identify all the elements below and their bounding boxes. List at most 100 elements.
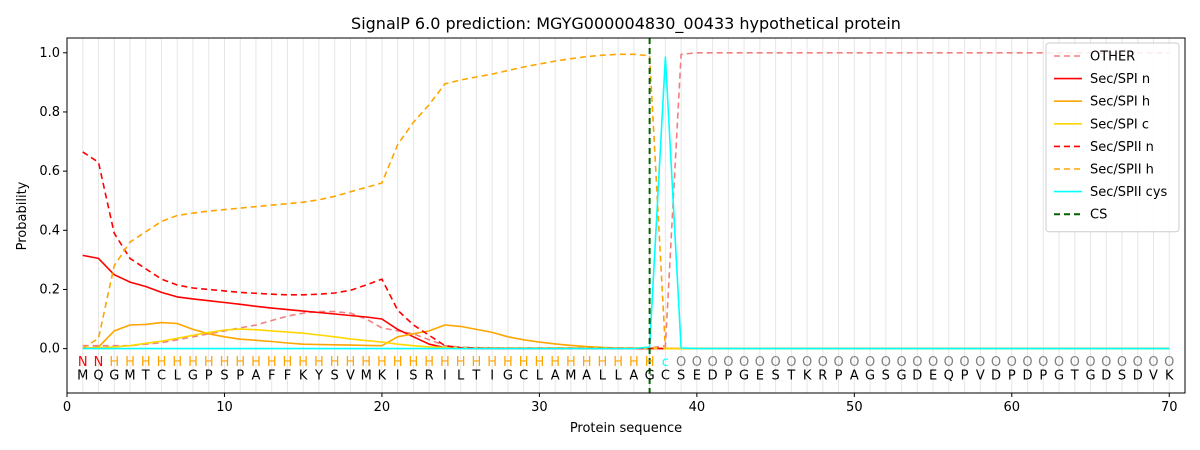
legend-frame	[1045, 42, 1180, 233]
x-tick-label: 30	[531, 400, 548, 415]
region-label: H	[125, 355, 135, 370]
x-tick-label: 50	[846, 400, 863, 415]
region-label: H	[566, 355, 576, 370]
sequence-residue: M	[77, 369, 88, 384]
sequence-residue: P	[1039, 369, 1047, 384]
region-label: H	[613, 355, 623, 370]
y-tick-label: 0.4	[39, 223, 60, 238]
sequence-residue: L	[599, 369, 607, 384]
legend-label: Sec/SPI h	[1090, 95, 1150, 110]
region-label: H	[535, 355, 545, 370]
sequence-residue: D	[1023, 369, 1033, 384]
x-tick-label: 10	[216, 400, 233, 415]
region-label: H	[472, 355, 482, 370]
sequence-residue: D	[912, 369, 922, 384]
region-label: O	[818, 355, 828, 370]
sequence-residue: P	[835, 369, 843, 384]
region-label: H	[582, 355, 592, 370]
sequence-residue: R	[425, 369, 434, 384]
sequence-residue: A	[582, 369, 591, 384]
region-label: H	[235, 355, 245, 370]
region-label: O	[928, 355, 938, 370]
sequence-residue: F	[268, 369, 275, 384]
region-label: O	[1117, 355, 1127, 370]
sequence-residue: E	[929, 369, 937, 384]
legend-label: Sec/SPII h	[1090, 163, 1154, 178]
sequence-residue: Y	[314, 369, 323, 384]
region-label: O	[723, 355, 733, 370]
sequence-residue: G	[188, 369, 198, 384]
region-label: O	[802, 355, 812, 370]
sequence-residue: T	[786, 369, 795, 384]
region-label: O	[676, 355, 686, 370]
region-label: H	[519, 355, 529, 370]
sequence-residue: D	[708, 369, 718, 384]
sequence-residue: M	[361, 369, 372, 384]
sequence-residue: C	[519, 369, 528, 384]
x-axis-label: Protein sequence	[570, 421, 682, 436]
region-label: O	[1054, 355, 1064, 370]
sequence-residue: P	[961, 369, 969, 384]
region-label: H	[283, 355, 293, 370]
sequence-residue: D	[1133, 369, 1143, 384]
series-line-other	[82, 51, 1170, 349]
region-label: O	[991, 355, 1001, 370]
region-label: O	[1007, 355, 1017, 370]
sequence-residue: E	[693, 369, 701, 384]
region-label: O	[1070, 355, 1080, 370]
series-line-sec-spii-n	[82, 151, 666, 350]
region-label: H	[172, 355, 182, 370]
sequence-annotation: MNQNGHMHTHCHLHGHPHSHPHAHFHFHKHYHSHVHMHKH…	[77, 355, 1174, 384]
region-label: H	[298, 355, 308, 370]
sequence-residue: I	[443, 369, 447, 384]
sequence-residue: F	[284, 369, 291, 384]
sequence-residue: S	[1118, 369, 1126, 384]
region-label: O	[739, 355, 749, 370]
region-label: O	[1101, 355, 1111, 370]
sequence-residue: A	[629, 369, 638, 384]
chart-title: SignalP 6.0 prediction: MGYG000004830_00…	[351, 14, 901, 34]
region-label: H	[503, 355, 513, 370]
sequence-residue: G	[897, 369, 907, 384]
region-label: O	[1164, 355, 1174, 370]
sequence-residue: G	[1054, 369, 1064, 384]
x-tick-label: 60	[1004, 400, 1021, 415]
region-label: O	[1148, 355, 1158, 370]
x-tick-label: 70	[1161, 400, 1178, 415]
sequence-residue: C	[661, 369, 670, 384]
region-label: O	[881, 355, 891, 370]
region-label: O	[755, 355, 765, 370]
sequence-residue: K	[1165, 369, 1174, 384]
legend: OTHER Sec/SPI n Sec/SPI h Sec/SPI c Sec/SPII…	[1045, 42, 1180, 233]
series-line-sec-spii-h	[82, 53, 667, 350]
sequence-residue: G	[645, 369, 655, 384]
sequence-residue: L	[536, 369, 544, 384]
sequence-residue: S	[220, 369, 228, 384]
sequence-residue: G	[865, 369, 875, 384]
region-label: H	[346, 355, 356, 370]
sequence-residue: T	[141, 369, 150, 384]
sequence-residue: V	[1149, 369, 1158, 384]
region-label: H	[409, 355, 419, 370]
sequence-residue: E	[756, 369, 764, 384]
sequence-residue: A	[252, 369, 261, 384]
region-label: O	[959, 355, 969, 370]
sequence-residue: K	[803, 369, 812, 384]
sequence-residue: A	[850, 369, 859, 384]
region-label: H	[361, 355, 371, 370]
sequence-residue: G	[109, 369, 119, 384]
region-label: H	[424, 355, 434, 370]
region-label: H	[629, 355, 639, 370]
region-label: O	[975, 355, 985, 370]
sequence-residue: V	[346, 369, 355, 384]
region-label: H	[141, 355, 151, 370]
sequence-residue: M	[124, 369, 135, 384]
region-label: O	[1038, 355, 1048, 370]
series-line-sec-spii-cys	[82, 56, 1170, 350]
region-label: H	[188, 355, 198, 370]
sequence-residue: S	[409, 369, 417, 384]
legend-label: OTHER	[1090, 50, 1135, 65]
x-tick-label: 20	[374, 400, 391, 415]
y-tick-label: 0.0	[39, 342, 60, 357]
